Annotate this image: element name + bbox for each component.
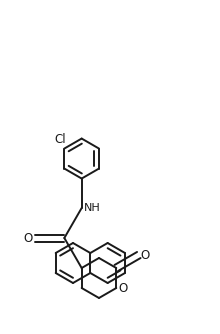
Text: O: O bbox=[118, 282, 128, 295]
Text: Cl: Cl bbox=[54, 133, 66, 146]
Text: NH: NH bbox=[84, 203, 100, 213]
Text: O: O bbox=[141, 248, 150, 262]
Text: O: O bbox=[24, 231, 33, 244]
